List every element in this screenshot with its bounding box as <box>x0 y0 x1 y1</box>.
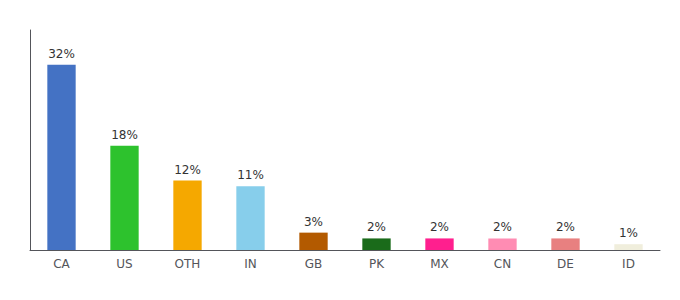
svg-text:US: US <box>116 257 132 271</box>
svg-text:CN: CN <box>494 257 511 271</box>
svg-text:2%: 2% <box>367 220 386 234</box>
svg-text:1%: 1% <box>619 226 638 240</box>
svg-text:2%: 2% <box>493 220 512 234</box>
svg-text:CA: CA <box>53 257 70 271</box>
svg-text:IN: IN <box>244 257 257 271</box>
svg-text:32%: 32% <box>48 47 75 61</box>
svg-text:DE: DE <box>557 257 574 271</box>
svg-text:ID: ID <box>622 257 635 271</box>
svg-text:3%: 3% <box>304 215 323 229</box>
svg-text:PK: PK <box>369 257 385 271</box>
svg-text:18%: 18% <box>111 128 138 142</box>
svg-text:2%: 2% <box>430 220 449 234</box>
svg-text:OTH: OTH <box>175 257 201 271</box>
svg-text:MX: MX <box>430 257 449 271</box>
svg-text:12%: 12% <box>174 163 201 177</box>
svg-text:2%: 2% <box>556 220 575 234</box>
svg-text:11%: 11% <box>237 168 264 182</box>
svg-text:GB: GB <box>305 257 323 271</box>
